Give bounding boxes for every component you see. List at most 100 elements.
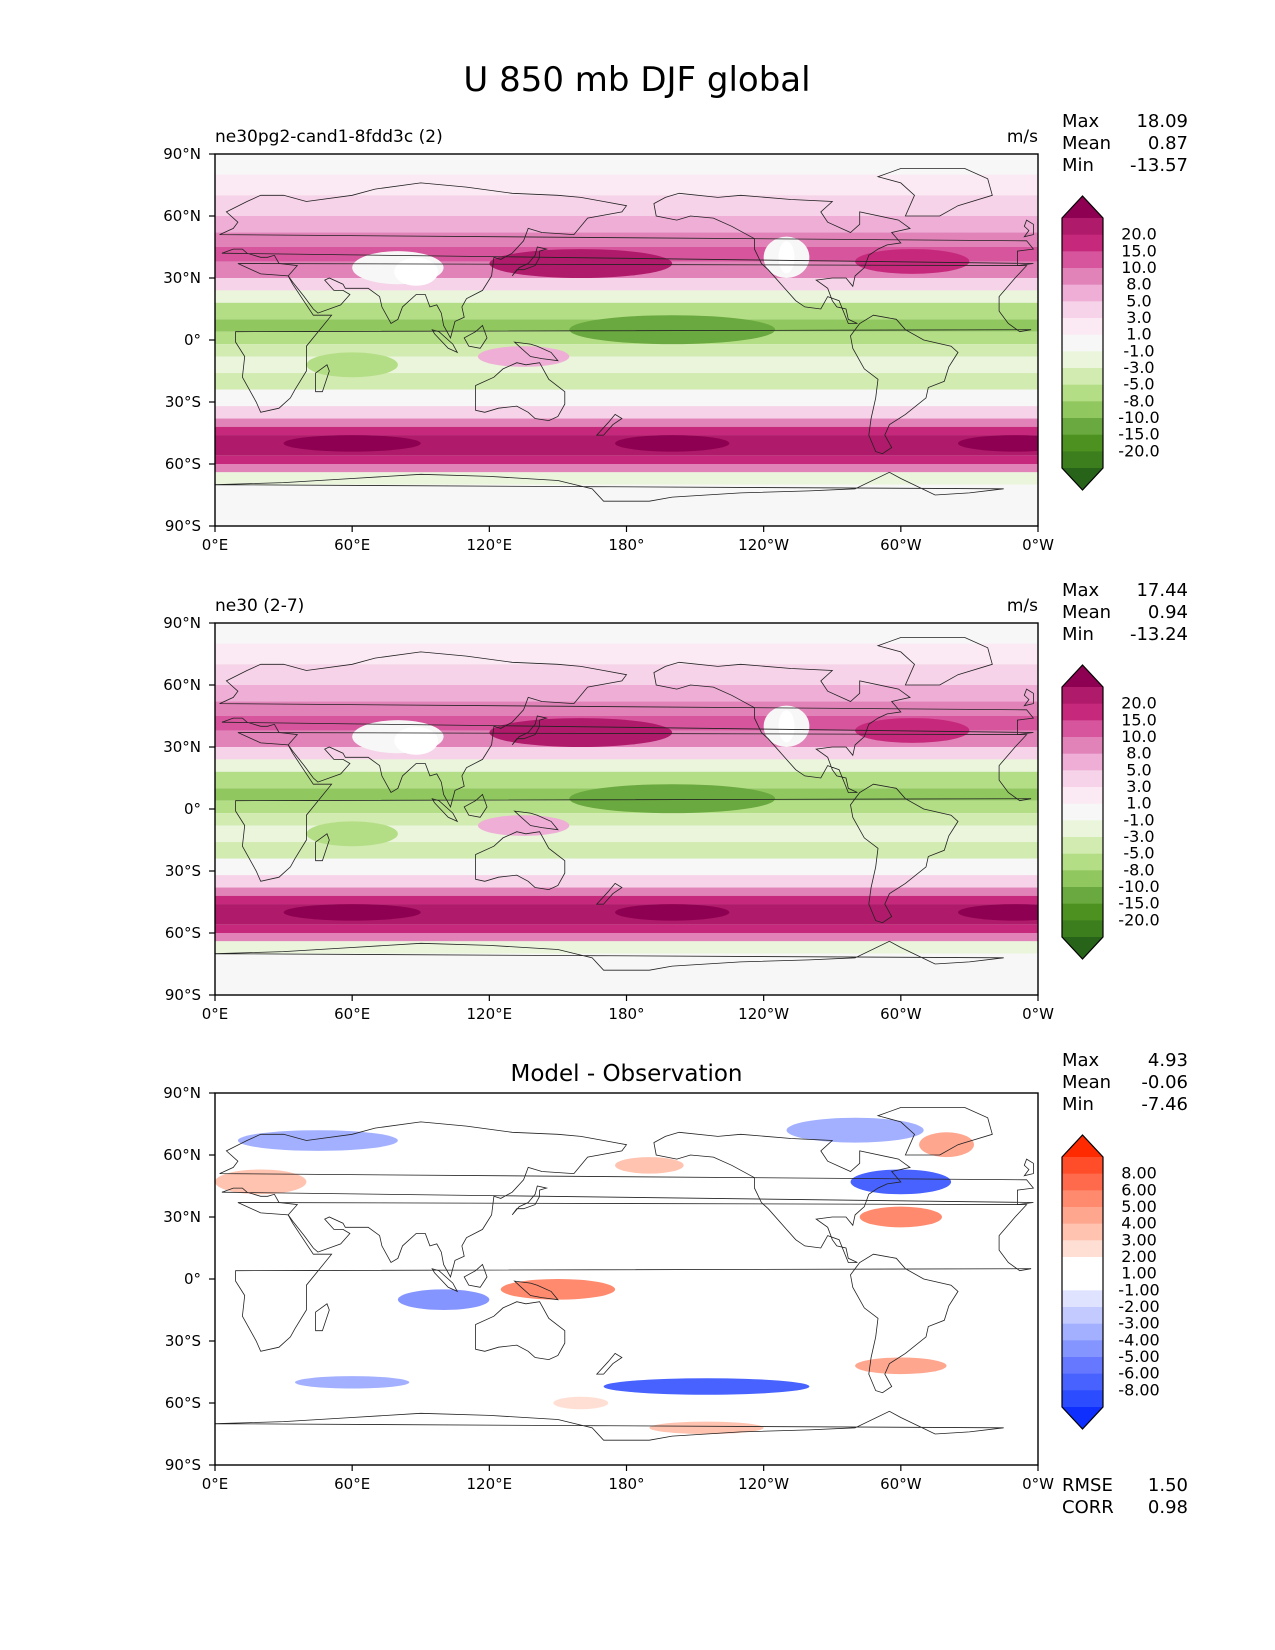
coastline-newguinea xyxy=(513,810,559,831)
coastline-australia xyxy=(475,362,566,422)
colorbar-outline xyxy=(1061,664,1104,960)
coastline-madagascar xyxy=(315,833,330,862)
colorbar-label: -8.00 xyxy=(1118,1380,1159,1399)
colorbar-segment xyxy=(1062,318,1103,336)
colorbar-label: -15.0 xyxy=(1118,894,1159,913)
colorbar-segment xyxy=(1062,1173,1103,1191)
y-tick-label: 0° xyxy=(184,800,201,818)
colorbar-label: 3.00 xyxy=(1121,1230,1157,1249)
field-band xyxy=(215,484,1038,526)
y-tick-label: 0° xyxy=(184,331,201,349)
panel-reference: 0°E 60°E 120°E 180° 120°W 60°W 0°W 90°N 60°N 30°N… xyxy=(163,580,1188,1023)
coastline-japan xyxy=(511,246,549,277)
colorbar-label: 5.0 xyxy=(1126,760,1151,779)
colorbar-label: -20.0 xyxy=(1118,910,1159,929)
field-band xyxy=(215,858,1038,876)
colorbar-segment xyxy=(1062,251,1103,269)
field-feature xyxy=(958,904,1038,921)
colorbar-segment xyxy=(1062,787,1103,805)
y-tick-label: 60°N xyxy=(163,1146,201,1164)
stat-value-min: -13.24 xyxy=(1130,624,1188,645)
panel-title-left: ne30pg2-cand1-8fdd3c (2) xyxy=(215,127,443,147)
field-band xyxy=(215,302,1038,320)
x-tick-label: 0°W xyxy=(1022,1005,1054,1023)
field-feature xyxy=(615,904,730,921)
panel-units: m/s xyxy=(1007,596,1038,616)
field-band xyxy=(215,290,1038,303)
colorbar-label: 15.0 xyxy=(1121,241,1157,260)
colorbar-segment xyxy=(1062,451,1103,469)
stat-value-mean: 0.87 xyxy=(1148,133,1188,154)
coastline-borneo xyxy=(463,793,488,818)
coastline-australia xyxy=(475,1301,566,1361)
colorbar-segment xyxy=(1062,1190,1103,1208)
colorbar-segment xyxy=(1062,1323,1103,1341)
field-band xyxy=(215,825,1038,843)
stat-value-rmse: 1.50 xyxy=(1148,1475,1188,1496)
colorbar-segment xyxy=(1062,737,1103,755)
field-band xyxy=(215,813,1038,826)
coastline-japan xyxy=(511,1185,549,1216)
coastline-sumatra xyxy=(431,798,459,823)
field-feature xyxy=(649,1421,764,1434)
field-band xyxy=(215,472,1038,485)
field-feature xyxy=(569,315,776,345)
colorbar-label: 1.00 xyxy=(1121,1264,1157,1283)
stat-value-mean: 0.94 xyxy=(1148,602,1188,623)
field-band xyxy=(215,875,1038,888)
field-band xyxy=(215,842,1038,859)
field-feature xyxy=(397,1289,490,1310)
panel-difference: 0°E 60°E 120°E 180° 120°W 60°W 0°W 90°N 60°N 30°N… xyxy=(163,1050,1188,1518)
masked-terrain xyxy=(778,241,795,274)
colorbar-extend-bottom xyxy=(1062,468,1103,490)
colorbar-outline xyxy=(1061,195,1104,491)
field-band xyxy=(215,941,1038,954)
colorbar-label: 10.0 xyxy=(1121,258,1157,277)
stat-value-max: 4.93 xyxy=(1148,1050,1188,1071)
stat-label-corr: CORR xyxy=(1062,1497,1114,1518)
x-tick-label: 0°W xyxy=(1022,536,1054,554)
panel-test: 0°E 60°E 120°E 180° 120°W 60°W 0°W 90°N 60°N 30°N… xyxy=(163,111,1188,554)
coastline-namerica xyxy=(653,1131,911,1263)
coastline-madagascar xyxy=(315,364,330,393)
x-tick-label: 180° xyxy=(608,536,644,554)
stat-value-mean: -0.06 xyxy=(1141,1072,1188,1093)
field-feature xyxy=(283,904,421,921)
colorbar-extend-bottom xyxy=(1062,1407,1103,1429)
x-tick-label: 0°E xyxy=(202,536,229,554)
y-tick-label: 60°S xyxy=(165,1394,201,1412)
colorbar-segment xyxy=(1062,1357,1103,1375)
field-feature xyxy=(215,1169,307,1195)
map-difference xyxy=(214,1092,1039,1466)
colorbar-label: -10.0 xyxy=(1118,408,1159,427)
coastline-sumatra xyxy=(431,329,459,354)
colorbar-segment xyxy=(1062,703,1103,721)
coastline-antarctica xyxy=(215,940,1004,995)
stat-label-mean: Mean xyxy=(1062,602,1111,623)
field-band xyxy=(215,685,1038,702)
stat-label-rmse: RMSE xyxy=(1062,1475,1113,1496)
colorbar-label: 10.0 xyxy=(1121,727,1157,746)
x-tick-label: 60°E xyxy=(334,536,370,554)
stat-label-max: Max xyxy=(1062,1050,1100,1071)
field-feature xyxy=(569,784,776,814)
stat-label-max: Max xyxy=(1062,580,1100,601)
colorbar-label: -15.0 xyxy=(1118,425,1159,444)
stat-value-max: 18.09 xyxy=(1136,111,1188,132)
coastline-namerica xyxy=(653,192,911,324)
coastline-namerica xyxy=(653,661,911,793)
y-tick-label: 0° xyxy=(184,1270,201,1288)
field-band xyxy=(215,623,1038,644)
field-feature xyxy=(855,249,970,274)
masked-terrain xyxy=(394,257,439,286)
x-tick-label: 120°E xyxy=(467,1475,513,1493)
colorbar-segment xyxy=(1062,1257,1103,1275)
panel-title-left: ne30 (2-7) xyxy=(215,596,304,616)
colorbar-segment xyxy=(1062,853,1103,871)
field-band xyxy=(215,406,1038,419)
stat-label-min: Min xyxy=(1062,155,1094,176)
stat-value-corr: 0.98 xyxy=(1148,1497,1188,1518)
colorbar-segment xyxy=(1062,301,1103,319)
colorbar-extend-top xyxy=(1062,665,1103,687)
x-tick-label: 0°E xyxy=(202,1005,229,1023)
